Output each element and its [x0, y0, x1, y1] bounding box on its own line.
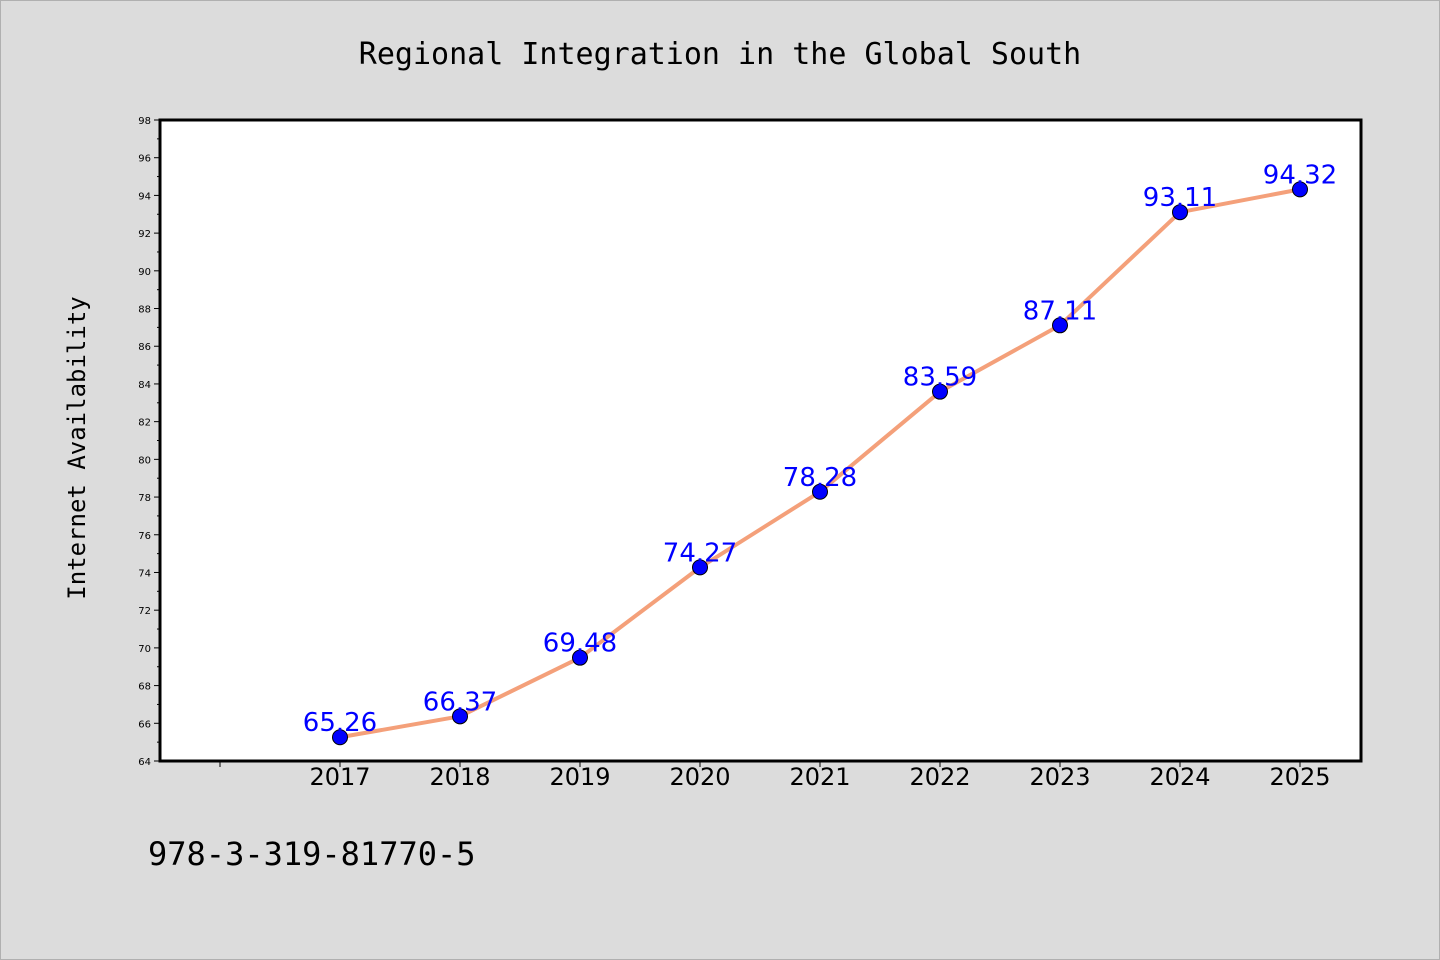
y-tick-label: 78: [138, 493, 151, 504]
data-label: 65.26: [303, 708, 377, 738]
y-tick-label: 98: [138, 116, 151, 127]
data-point-marker: [812, 483, 828, 500]
isbn-text: 978-3-319-81770-5: [148, 835, 476, 873]
y-tick-label: 68: [138, 682, 151, 693]
y-tick-label: 86: [138, 342, 151, 353]
x-axis: 2017 2018 2019 2020 2021 2022 2023 2024 2025: [219, 761, 1331, 791]
y-tick-label: 90: [138, 267, 151, 278]
data-label: 66.37: [423, 687, 497, 717]
data-point-marker: [1172, 204, 1188, 221]
x-tick-label: 2018: [429, 763, 490, 791]
data-label: 74.27: [663, 538, 737, 568]
data-label: 94.32: [1263, 160, 1337, 190]
data-point-marker: [332, 729, 348, 746]
y-tick-label: 92: [138, 229, 151, 240]
data-point-marker: [1052, 317, 1068, 334]
plot-area: [158, 118, 1363, 763]
chart-title: Regional Integration in the Global South: [359, 37, 1081, 72]
x-tick-label: 2019: [549, 763, 610, 791]
x-tick-label: 2025: [1269, 763, 1330, 791]
data-label: 69.48: [543, 629, 617, 659]
data-point-marker: [572, 649, 588, 666]
y-axis-label: Internet Availability: [63, 296, 91, 599]
x-tick-label: 2020: [669, 763, 730, 791]
y-tick-label: 76: [138, 531, 151, 542]
data-label: 83.59: [903, 363, 977, 393]
y-tick-label: 72: [138, 606, 151, 617]
y-axis: 64 66 68 70 72 74 76 78 80 82 84 86 88 90 92 94 96 98: [138, 116, 160, 768]
x-tick-label: 2023: [1029, 763, 1090, 791]
y-tick-label: 80: [138, 455, 151, 466]
data-label: 87.11: [1023, 296, 1097, 326]
y-tick-label: 94: [138, 191, 151, 202]
y-tick-label: 64: [138, 757, 151, 768]
x-tick-label: 2017: [309, 763, 370, 791]
y-tick-label: 70: [138, 644, 151, 655]
data-labels: 65.26 66.37 69.48 74.27 78.28 83.59 87.11 93.11…: [303, 160, 1337, 738]
series-line-group: [332, 181, 1308, 746]
x-tick-label: 2024: [1149, 763, 1210, 791]
data-point-marker: [452, 708, 468, 725]
y-tick-label: 84: [138, 380, 151, 391]
data-label: 78.28: [783, 463, 857, 493]
y-tick-label: 82: [138, 418, 151, 429]
y-tick-label: 66: [138, 719, 151, 730]
data-point-marker: [1292, 181, 1308, 198]
y-tick-label: 96: [138, 154, 151, 165]
data-label: 93.11: [1143, 183, 1217, 213]
y-tick-label: 88: [138, 305, 151, 316]
x-tick-label: 2021: [789, 763, 850, 791]
x-tick-label: 2022: [909, 763, 970, 791]
data-point-marker: [692, 559, 708, 576]
data-point-marker: [932, 383, 948, 400]
y-tick-label: 74: [138, 568, 151, 579]
